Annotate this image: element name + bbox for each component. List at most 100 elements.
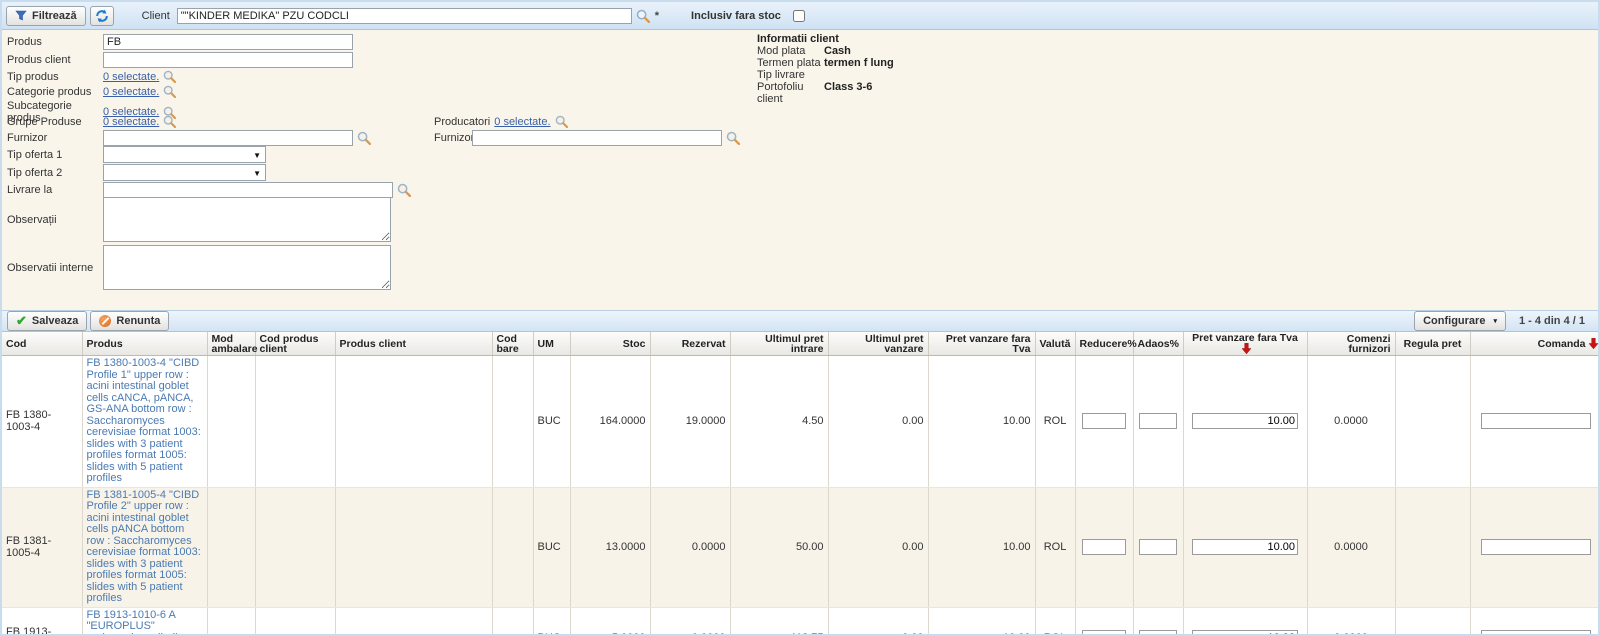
furnizor-right-search-icon[interactable] [726, 131, 740, 145]
tip-oferta-2-label: Tip oferta 2 [7, 167, 99, 179]
table-row: FB 1913-1010-6 A FB 1913-1010-6 A "EUROP… [2, 607, 1600, 636]
comanda-input[interactable] [1481, 539, 1591, 555]
pret-vanzare-input[interactable] [1192, 630, 1298, 636]
reducere-input[interactable] [1082, 413, 1126, 429]
pagination-status: 1 - 4 din 4 / 1 [1519, 315, 1585, 327]
adaos-input[interactable] [1139, 413, 1177, 429]
cell-mod-ambalare [207, 607, 255, 636]
cell-produs-client [335, 607, 492, 636]
field-observatii: Observații [7, 197, 391, 242]
cell-mod-ambalare [207, 487, 255, 607]
header-reducere[interactable]: Reducere% [1075, 332, 1133, 356]
produs-link[interactable]: FB 1380-1003-4 "CIBD Profile 1" upper ro… [87, 358, 203, 485]
grupe-search-icon[interactable] [163, 115, 176, 128]
cell-mod-ambalare [207, 356, 255, 488]
cell-adaos [1133, 487, 1183, 607]
tip-livrare-label: Tip livrare [757, 69, 824, 81]
header-comenzi-furnizori[interactable]: Comenzi furnizori [1307, 332, 1395, 356]
header-ultimul-pret-vanzare[interactable]: Ultimul pret vanzare [828, 332, 928, 356]
header-comanda[interactable]: Comanda [1470, 332, 1600, 356]
header-mod-ambalare[interactable]: Mod ambalare [207, 332, 255, 356]
reducere-input[interactable] [1082, 539, 1126, 555]
categorie-produs-label: Categorie produs [7, 86, 99, 98]
header-valuta[interactable]: Valută [1035, 332, 1075, 356]
observatii-interne-textarea[interactable] [103, 245, 391, 290]
refresh-icon [95, 9, 109, 23]
filter-button[interactable]: Filtrează [6, 6, 86, 26]
client-info-tip-livrare: Tip livrare [757, 69, 894, 81]
comanda-input[interactable] [1481, 630, 1591, 636]
produs-link[interactable]: FB 1381-1005-4 "CIBD Profile 2" upper ro… [87, 490, 203, 605]
cell-rezervat: 0.0000 [650, 607, 730, 636]
cancel-button[interactable]: Renunta [90, 311, 169, 331]
categorie-selectate-link[interactable]: 0 selectate. [103, 86, 159, 98]
tip-oferta-1-select[interactable]: ▼ [103, 146, 266, 163]
filter-button-label: Filtrează [32, 10, 77, 22]
tip-produs-search-icon[interactable] [163, 70, 176, 83]
observatii-textarea[interactable] [103, 197, 391, 242]
furnizor-input[interactable] [103, 130, 353, 146]
livrare-la-input[interactable] [103, 182, 393, 198]
producatori-search-icon[interactable] [555, 115, 568, 128]
furnizor-right-label: Furnizor [434, 132, 468, 144]
furnizor-search-icon[interactable] [357, 131, 371, 145]
client-input[interactable] [177, 8, 632, 24]
cell-cod: FB 1380-1003-4 [2, 356, 82, 488]
adaos-input[interactable] [1139, 630, 1177, 636]
cell-stoc: 13.0000 [570, 487, 650, 607]
cell-rezervat: 19.0000 [650, 356, 730, 488]
cell-produs: FB 1381-1005-4 "CIBD Profile 2" upper ro… [82, 487, 207, 607]
produs-client-input[interactable] [103, 52, 353, 68]
header-produs-client[interactable]: Produs client [335, 332, 492, 356]
reducere-input[interactable] [1082, 630, 1126, 636]
cell-ultimul-pret-intrare: 113.75 [730, 607, 828, 636]
furnizor-right-input[interactable] [472, 130, 722, 146]
client-search-icon[interactable] [636, 9, 650, 23]
header-rezervat[interactable]: Rezervat [650, 332, 730, 356]
header-comanda-label: Comanda [1538, 338, 1586, 350]
observatii-label: Observații [7, 214, 99, 226]
adaos-input[interactable] [1139, 539, 1177, 555]
comanda-input[interactable] [1481, 413, 1591, 429]
field-categorie-produs: Categorie produs 0 selectate. [7, 85, 176, 98]
tip-produs-selectate-link[interactable]: 0 selectate. [103, 71, 159, 83]
categorie-search-icon[interactable] [163, 85, 176, 98]
grupe-produse-label: Grupe Produse [7, 116, 99, 128]
header-cod-produs-client[interactable]: Cod produs client [255, 332, 335, 356]
cell-ultimul-pret-intrare: 50.00 [730, 487, 828, 607]
header-pret-vanzare-editabil[interactable]: Pret vanzare fara Tva [1183, 332, 1307, 356]
header-um[interactable]: UM [533, 332, 570, 356]
tip-oferta-2-select[interactable]: ▼ [103, 164, 266, 181]
save-button[interactable]: ✔ Salveaza [7, 311, 87, 331]
client-info-portofoliu: Portofoliu client Class 3-6 [757, 81, 894, 105]
header-pret-vanzare-fara-tva[interactable]: Pret vanzare fara Tva [928, 332, 1035, 356]
cell-cod-produs-client [255, 487, 335, 607]
inclusiv-fara-stoc-checkbox[interactable] [793, 10, 805, 22]
produs-link[interactable]: FB 1913-1010-6 A "EUROPLUS" endomysium g… [87, 610, 203, 636]
producatori-selectate-link[interactable]: 0 selectate. [494, 116, 550, 128]
pret-vanzare-input[interactable] [1192, 413, 1298, 429]
header-cod[interactable]: Cod [2, 332, 82, 356]
cell-comanda [1470, 607, 1600, 636]
header-cod-bare[interactable]: Cod bare [492, 332, 533, 356]
livrare-la-search-icon[interactable] [397, 183, 411, 197]
portofoliu-label: Portofoliu client [757, 81, 824, 105]
produs-input[interactable] [103, 34, 353, 50]
livrare-la-label: Livrare la [7, 184, 99, 196]
field-tip-oferta-2: Tip oferta 2 ▼ [7, 164, 266, 181]
header-stoc[interactable]: Stoc [570, 332, 650, 356]
header-ultimul-pret-intrare[interactable]: Ultimul pret intrare [730, 332, 828, 356]
refresh-button[interactable] [90, 6, 114, 26]
client-info-mod-plata: Mod plata Cash [757, 45, 894, 57]
cell-stoc: 164.0000 [570, 356, 650, 488]
field-produs: Produs [7, 34, 353, 50]
cell-reducere [1075, 356, 1133, 488]
grupe-selectate-link[interactable]: 0 selectate. [103, 116, 159, 128]
configure-button[interactable]: Configurare ▾ [1414, 311, 1506, 331]
header-produs[interactable]: Produs [82, 332, 207, 356]
pret-vanzare-input[interactable] [1192, 539, 1298, 555]
header-adaos[interactable]: Adaos% [1133, 332, 1183, 356]
header-regula-pret[interactable]: Regula pret [1395, 332, 1470, 356]
cancel-button-label: Renunta [116, 315, 160, 327]
cell-produs: FB 1380-1003-4 "CIBD Profile 1" upper ro… [82, 356, 207, 488]
